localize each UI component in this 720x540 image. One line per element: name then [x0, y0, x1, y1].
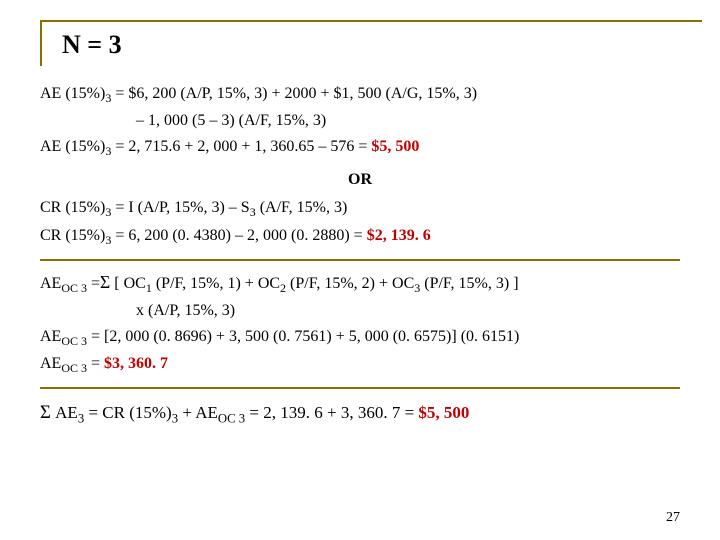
sub-oc3c: OC 3	[61, 361, 87, 375]
aeoc-l3e: (P/F, 15%, 2) + OC	[286, 275, 414, 292]
cr-l1b: = I (A/P, 15%, 3) – S	[111, 199, 249, 216]
ae-line1: AE (15%)3 = $6, 200 (A/P, 15%, 3) + 2000…	[40, 82, 680, 107]
aeoc-l5a: AE	[40, 328, 61, 345]
cr-l2b: = 6, 200 (0. 4380) – 2, 000 (0. 2880) =	[111, 227, 366, 244]
ae-l3a: AE (15%)	[40, 138, 105, 155]
sub-oc3d: OC 3	[218, 412, 245, 426]
cr-line1: CR (15%)3 = I (A/P, 15%, 3) – S3 (A/F, 1…	[40, 196, 680, 221]
ae-l1a: AE (15%)	[40, 85, 105, 102]
sub-oc3b: OC 3	[61, 334, 87, 348]
aeoc-line1: AEOC 3 =Σ [ OC1 (P/F, 15%, 1) + OC2 (P/F…	[40, 269, 680, 297]
aeoc-line3: AEOC 3 = [2, 000 (0. 8696) + 3, 500 (0. …	[40, 325, 680, 350]
aeoc-l3d: (P/F, 15%, 1) + OC	[152, 275, 280, 292]
section-ae: AE (15%)3 = $6, 200 (A/P, 15%, 3) + 2000…	[40, 70, 680, 261]
aeoc-l3c: [ OC	[110, 275, 146, 292]
aeoc-line4: AEOC 3 = $3, 360. 7	[40, 352, 680, 377]
aeoc-l4: x (A/P, 15%, 3)	[136, 302, 235, 319]
slide: N = 3 AE (15%)3 = $6, 200 (A/P, 15%, 3) …	[0, 0, 720, 540]
sigma2: Σ	[40, 402, 51, 423]
sub-oc3a: OC 3	[61, 281, 87, 295]
ae-l2: – 1, 000 (5 – 3) (A/F, 15%, 3)	[136, 112, 326, 129]
sum-result: $5, 500	[418, 403, 469, 422]
cr-l1c: (A/F, 15%, 3)	[256, 199, 348, 216]
section-sum: Σ AE3 = CR (15%)3 + AEOC 3 = 2, 139. 6 +…	[40, 389, 680, 437]
or-label: OR	[40, 168, 680, 192]
page-number: 27	[666, 510, 680, 526]
ae-line2: – 1, 000 (5 – 3) (A/F, 15%, 3)	[40, 109, 680, 133]
cr-l2a: CR (15%)	[40, 227, 105, 244]
aeoc-l3b: =	[87, 275, 100, 292]
aeoc-l6b: =	[87, 355, 104, 372]
sum-l1c: + AE	[178, 403, 218, 422]
sum-l1a: AE	[51, 403, 78, 422]
aeoc-l3f: (P/F, 15%, 3) ]	[420, 275, 518, 292]
aeoc-l6a: AE	[40, 355, 61, 372]
cr-l1a: CR (15%)	[40, 199, 105, 216]
cr-result: $2, 139. 6	[367, 227, 431, 244]
ae-l1b: = $6, 200 (A/P, 15%, 3) + 2000 + $1, 500…	[111, 85, 477, 102]
ae-result1: $5, 500	[371, 138, 419, 155]
ae-line3: AE (15%)3 = 2, 715.6 + 2, 000 + 1, 360.6…	[40, 135, 680, 160]
sum-l1d: = 2, 139. 6 + 3, 360. 7 =	[245, 403, 418, 422]
cr-line2: CR (15%)3 = 6, 200 (0. 4380) – 2, 000 (0…	[40, 224, 680, 249]
ae-l3b: = 2, 715.6 + 2, 000 + 1, 360.65 – 576 =	[111, 138, 371, 155]
aeoc-line2: x (A/P, 15%, 3)	[40, 299, 680, 323]
sigma1: Σ	[100, 272, 110, 292]
sum-l1b: = CR (15%)	[84, 403, 172, 422]
page-title: N = 3	[62, 30, 122, 59]
aeoc-result: $3, 360. 7	[104, 355, 168, 372]
title-block: N = 3	[40, 20, 702, 66]
sum-line: Σ AE3 = CR (15%)3 + AEOC 3 = 2, 139. 6 +…	[40, 399, 680, 429]
section-aeoc: AEOC 3 =Σ [ OC1 (P/F, 15%, 1) + OC2 (P/F…	[40, 261, 680, 390]
aeoc-l5b: = [2, 000 (0. 8696) + 3, 500 (0. 7561) +…	[87, 328, 519, 345]
aeoc-l3a: AE	[40, 275, 61, 292]
